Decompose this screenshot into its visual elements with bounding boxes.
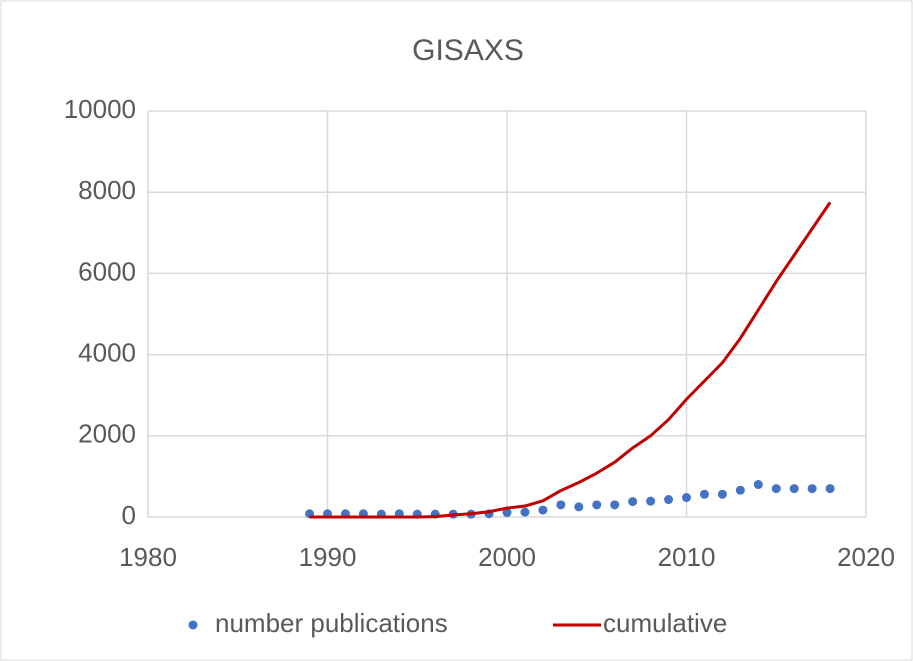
marker	[825, 484, 835, 494]
y-tick-label: 6000	[78, 256, 136, 286]
marker	[592, 500, 602, 510]
legend-marker	[188, 620, 198, 630]
y-tick-label: 10000	[64, 94, 136, 124]
marker	[610, 500, 620, 510]
y-tick-label: 2000	[78, 419, 136, 449]
marker	[717, 489, 727, 499]
marker	[771, 484, 781, 494]
y-tick-label: 8000	[78, 175, 136, 205]
marker	[682, 493, 691, 503]
x-tick-label: 2000	[478, 542, 536, 572]
series-line	[309, 201, 832, 519]
x-tick-label: 2010	[658, 542, 716, 572]
marker	[789, 484, 799, 494]
y-tick-label: 4000	[78, 337, 136, 367]
legend-label: number publications	[215, 608, 448, 638]
y-tick-label: 0	[122, 500, 136, 530]
marker	[520, 507, 530, 517]
marker	[753, 480, 763, 490]
marker	[664, 495, 674, 505]
legend-label: cumulative	[603, 608, 727, 638]
marker	[628, 497, 638, 507]
marker	[556, 500, 566, 510]
x-tick-label: 1990	[299, 542, 357, 572]
marker	[502, 508, 512, 518]
marker	[735, 485, 745, 495]
x-tick-label: 1980	[119, 542, 177, 572]
marker	[807, 484, 817, 494]
marker	[646, 496, 656, 506]
marker	[538, 505, 548, 515]
marker	[699, 489, 709, 499]
chart-title: GISAXS	[412, 34, 524, 67]
marker	[574, 502, 584, 512]
x-tick-label: 2020	[837, 542, 895, 572]
